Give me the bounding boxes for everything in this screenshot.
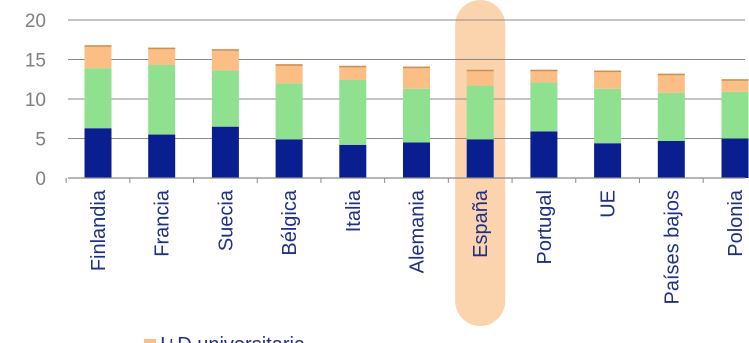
bar-segment-2 [211,70,239,127]
legend-label: I+D universitaria [160,334,306,343]
bar-segment-1 [466,139,494,178]
y-tick-label: 0 [35,169,46,190]
y-tick-label: 10 [25,90,46,111]
bar-segment-3 [530,69,558,83]
category-label: Italia [343,189,365,232]
bar-segment-1 [339,144,367,178]
y-tick-label: 15 [25,51,46,72]
category-label: Finlandia [88,189,110,271]
bar-segment-3 [403,66,430,89]
bar-segment-2 [275,83,303,140]
bar-segment-3 [148,47,176,66]
bar-segment-1 [594,143,622,178]
category-label: Francia [152,189,174,257]
bar-segment-1 [403,142,430,178]
bar-segment-2 [657,92,685,141]
bar-segment-3 [466,69,494,86]
bar-segment-3 [339,65,367,81]
bar-top-edge [148,47,176,50]
bar-segment-1 [275,139,303,178]
bar-top-edge [403,66,430,69]
bar-top-edge [339,65,367,68]
bar-segment-3 [211,49,239,71]
bar-top-edge [594,70,622,73]
bar-segment-2 [721,91,749,139]
bar-segment-2 [84,68,112,129]
bar-segment-2 [339,80,367,145]
bar-segment-3 [594,70,622,89]
bar-segment-2 [466,85,494,140]
bar-segment-1 [657,140,685,178]
category-label: España [470,189,492,258]
bar-segment-1 [721,138,749,178]
bar-segment-2 [530,82,558,132]
bar-segment-2 [594,88,622,144]
bar-segment-3 [275,64,303,84]
y-tick-label: 5 [35,130,46,151]
bar-segment-1 [148,134,176,178]
bar-segment-3 [657,73,685,93]
category-label: Países bajos [661,190,683,305]
bar-segment-2 [148,65,176,135]
bar-top-edge [84,45,112,47]
bar-top-edge [721,79,749,81]
bar-top-edge [530,69,558,72]
bar-segment-3 [721,79,749,92]
bar-segment-2 [403,88,430,143]
category-label: Suecia [215,189,237,251]
bar-top-edge [211,49,239,51]
bar-segment-1 [211,126,239,178]
y-tick-label: 20 [25,11,46,32]
category-label: Portugal [534,190,556,265]
category-label: Bélgica [279,189,301,255]
category-label: UE [598,190,620,218]
bar-top-edge [466,69,494,72]
bar-segment-3 [84,45,112,69]
bar-top-edge [657,73,685,76]
bar-segment-1 [84,128,112,178]
category-label: Alemania [407,189,429,273]
bar-segment-1 [530,131,558,178]
bar-top-edge [275,64,303,66]
legend-swatch [144,339,156,343]
category-label: Polonia [725,189,747,257]
